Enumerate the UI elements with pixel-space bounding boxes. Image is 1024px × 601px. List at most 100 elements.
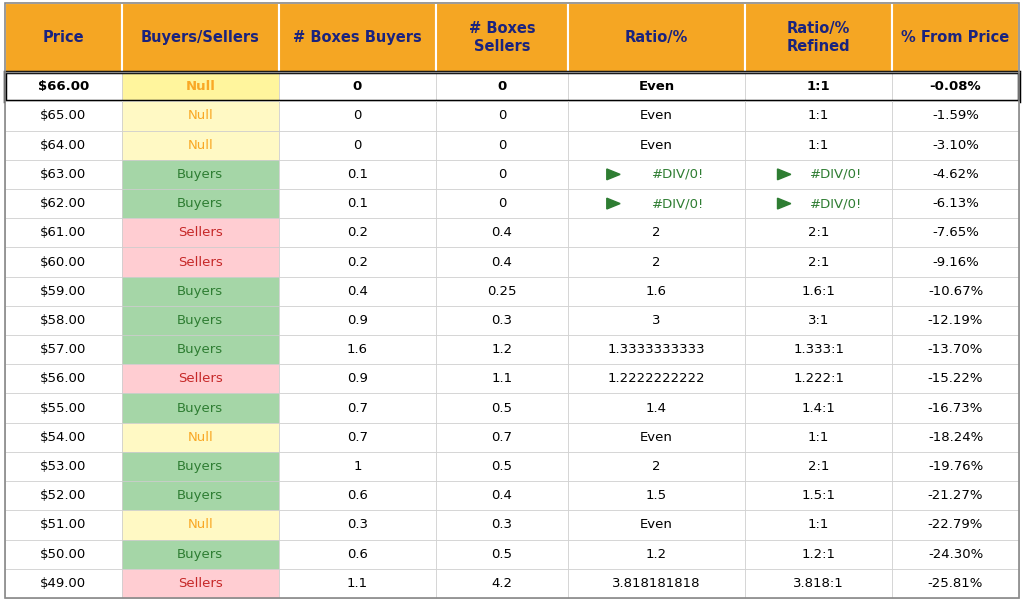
Text: 1:1: 1:1 <box>808 519 829 531</box>
Bar <box>436 248 567 276</box>
Text: Price: Price <box>43 30 84 45</box>
Bar <box>567 130 745 160</box>
Bar <box>745 394 892 423</box>
Bar <box>745 102 892 130</box>
Bar <box>279 276 436 306</box>
Bar <box>436 189 567 218</box>
Bar <box>436 3 567 72</box>
Bar <box>892 423 1019 452</box>
Bar <box>745 510 892 540</box>
Bar <box>436 481 567 510</box>
Text: $54.00: $54.00 <box>40 431 87 444</box>
Text: 1:1: 1:1 <box>808 109 829 123</box>
Text: $66.00: $66.00 <box>38 80 89 93</box>
Bar <box>567 102 745 130</box>
Text: 1.6: 1.6 <box>347 343 368 356</box>
Text: 2:1: 2:1 <box>808 460 829 473</box>
Bar <box>279 510 436 540</box>
Text: % From Price: % From Price <box>901 30 1010 45</box>
Bar <box>567 569 745 598</box>
Text: $53.00: $53.00 <box>40 460 87 473</box>
Text: 1.2222222222: 1.2222222222 <box>607 373 706 385</box>
Bar <box>567 160 745 189</box>
Bar <box>279 189 436 218</box>
Bar <box>279 335 436 364</box>
Text: -15.22%: -15.22% <box>928 373 983 385</box>
Bar <box>892 102 1019 130</box>
Text: 1.6: 1.6 <box>646 285 667 297</box>
Bar <box>892 364 1019 394</box>
Text: 0.6: 0.6 <box>347 489 368 502</box>
Bar <box>892 540 1019 569</box>
Text: $58.00: $58.00 <box>40 314 87 327</box>
Bar <box>892 72 1019 102</box>
Bar <box>122 335 279 364</box>
Bar <box>122 130 279 160</box>
Text: 0.7: 0.7 <box>347 431 368 444</box>
Text: #DIV/0!: #DIV/0! <box>651 168 703 181</box>
Text: $49.00: $49.00 <box>40 577 86 590</box>
Bar <box>436 452 567 481</box>
Text: 0.5: 0.5 <box>492 401 512 415</box>
Bar <box>279 452 436 481</box>
Bar <box>436 569 567 598</box>
Text: Even: Even <box>640 109 673 123</box>
Bar <box>436 394 567 423</box>
Bar <box>567 540 745 569</box>
Bar <box>5 423 122 452</box>
Bar <box>436 423 567 452</box>
Bar <box>5 540 122 569</box>
Text: 2: 2 <box>652 227 660 239</box>
Text: 1.5:1: 1.5:1 <box>802 489 836 502</box>
Text: -16.73%: -16.73% <box>928 401 983 415</box>
Bar <box>436 540 567 569</box>
Text: Sellers: Sellers <box>178 255 222 269</box>
Text: 3.818181818: 3.818181818 <box>612 577 700 590</box>
Bar <box>5 102 122 130</box>
Text: Even: Even <box>640 139 673 151</box>
Bar <box>5 452 122 481</box>
Bar <box>436 72 567 102</box>
Text: $62.00: $62.00 <box>40 197 87 210</box>
Text: 1.3333333333: 1.3333333333 <box>607 343 706 356</box>
Text: Sellers: Sellers <box>178 373 222 385</box>
Text: 0.7: 0.7 <box>347 401 368 415</box>
Text: -12.19%: -12.19% <box>928 314 983 327</box>
Bar <box>436 510 567 540</box>
Bar <box>892 189 1019 218</box>
Bar <box>567 276 745 306</box>
Bar <box>122 72 279 102</box>
Text: -9.16%: -9.16% <box>932 255 979 269</box>
Text: 4.2: 4.2 <box>492 577 512 590</box>
Text: Null: Null <box>187 519 213 531</box>
Bar <box>892 276 1019 306</box>
Bar <box>436 160 567 189</box>
Bar <box>567 423 745 452</box>
Text: Buyers: Buyers <box>177 343 223 356</box>
Text: -22.79%: -22.79% <box>928 519 983 531</box>
Text: 0: 0 <box>498 197 506 210</box>
Bar <box>122 218 279 248</box>
Text: 3:1: 3:1 <box>808 314 829 327</box>
Text: Sellers: Sellers <box>178 227 222 239</box>
Text: 0.3: 0.3 <box>347 519 368 531</box>
Text: #DIV/0!: #DIV/0! <box>810 168 862 181</box>
Text: 0: 0 <box>353 139 361 151</box>
Text: 0: 0 <box>353 80 362 93</box>
Bar <box>5 394 122 423</box>
Bar <box>892 510 1019 540</box>
Text: 0.7: 0.7 <box>492 431 512 444</box>
Text: # Boxes
Sellers: # Boxes Sellers <box>469 22 536 53</box>
Text: 0: 0 <box>498 139 506 151</box>
Bar <box>436 306 567 335</box>
Text: 0: 0 <box>498 109 506 123</box>
Text: Null: Null <box>187 109 213 123</box>
Text: 0.6: 0.6 <box>347 548 368 561</box>
Text: 1:1: 1:1 <box>808 431 829 444</box>
Text: Null: Null <box>187 139 213 151</box>
Text: -4.62%: -4.62% <box>932 168 979 181</box>
Text: 0.2: 0.2 <box>347 227 368 239</box>
Text: $55.00: $55.00 <box>40 401 87 415</box>
Text: 1.1: 1.1 <box>347 577 368 590</box>
Bar <box>745 540 892 569</box>
